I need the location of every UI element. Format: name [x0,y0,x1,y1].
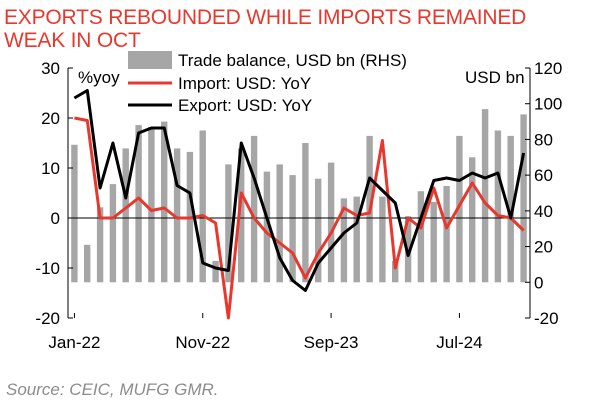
legend-label: Import: USD: YoY [178,74,311,93]
trade-balance-bar [199,130,206,283]
trade-balance-bar [417,191,425,283]
trade-balance-bar [109,184,117,283]
trade-balance-bar [250,135,258,283]
right-tick-label: 20 [534,238,553,257]
trade-balance-bar [173,148,181,283]
left-tick-label: -20 [35,309,60,328]
trade-balance-bar [71,144,78,283]
trade-balance-bar [263,171,271,283]
trade-balance-bar [327,162,335,283]
trade-balance-bar [392,260,399,283]
right-tick-label: 60 [534,166,553,185]
right-tick-label: 40 [534,202,553,221]
right-tick-label: 80 [534,130,553,149]
trade-balance-bar [469,157,476,283]
trade-balance-bar [122,148,129,283]
left-tick-label: -10 [35,259,60,278]
trade-balance-bar [96,207,104,283]
trade-balance-bar [353,196,360,283]
series-lines [73,89,526,320]
right-axis-unit: USD bn [465,68,525,87]
left-tick-label: 0 [51,209,60,228]
trade-balance-bar [481,109,489,283]
trade-balance-bar [276,164,283,283]
left-axis-unit: %yoy [78,68,120,87]
trade-balance-bar [520,114,527,283]
x-tick-label: Jul-24 [436,333,482,352]
x-tick-label: Sep-23 [304,333,359,352]
trade-balance-bar [379,196,386,283]
right-tick-label: 0 [534,273,543,292]
legend-swatch-trade-balance [128,51,172,69]
trade-balance-bar [212,260,219,283]
right-tick-label: -20 [534,309,559,328]
trade-balance-bar [225,164,232,283]
chart-title-line-1: EXPORTS REBOUNDED WHILE IMPORTS REMAINED [4,6,527,29]
trade-balance-bar [430,201,437,283]
trade-balance-bar [456,135,463,283]
trade-balance-bar [302,143,309,283]
trade-balance-bar [84,244,91,283]
trade-balance-bar [315,178,322,283]
right-tick-label: 120 [534,59,562,78]
x-tick-label: Nov-22 [175,333,230,352]
left-tick-label: 10 [41,159,60,178]
chart-title-line-2: WEAK IN OCT [4,29,141,52]
legend-label: Export: USD: YoY [178,96,312,115]
legend-label: Trade balance, USD bn (RHS) [178,51,407,70]
chart-title: EXPORTS REBOUNDED WHILE IMPORTS REMAINED… [4,6,594,52]
trade-balance-bar [507,135,514,283]
trade-balance-bar [494,130,502,283]
trade-balance-bar [161,121,168,283]
source-note: Source: CEIC, MUFG GMR. [6,380,219,399]
trade-balance-bar [148,126,155,283]
trade-balance-bar [443,185,450,283]
x-tick-label: Jan-22 [48,333,100,352]
trade-balance-bar [289,175,296,283]
export-yoy-line [73,89,526,292]
trade-balance-bar [238,148,245,283]
trade-balance-bar [340,198,348,283]
import-yoy-line [74,116,525,320]
trade-balance-bar [135,125,142,283]
legend: Trade balance, USD bn (RHS) Import: USD: … [128,51,407,115]
left-tick-label: 30 [41,59,60,78]
left-tick-label: 20 [41,109,60,128]
right-tick-label: 100 [534,95,562,114]
